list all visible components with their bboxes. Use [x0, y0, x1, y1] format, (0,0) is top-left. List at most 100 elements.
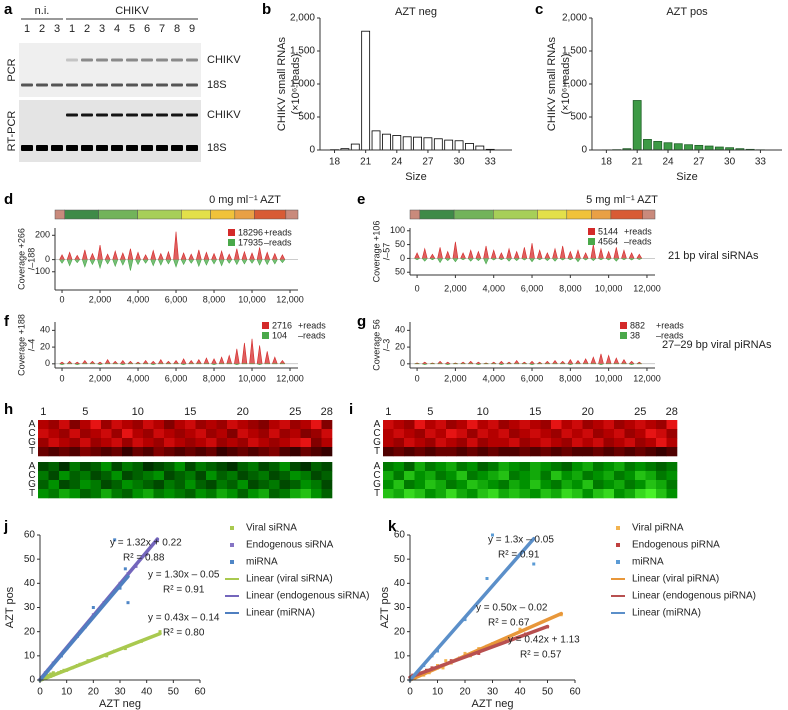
heatmap-cell [477, 438, 489, 448]
heatmap-cell [290, 429, 301, 439]
heatmap-cell [153, 480, 165, 490]
heatmap-cell [38, 471, 49, 481]
heatmap-cell [206, 429, 217, 439]
y-tick-label: 50 [395, 239, 405, 249]
heatmap-cell [593, 447, 604, 457]
panel-label: k [388, 518, 397, 535]
heatmap-cell [425, 429, 436, 439]
heatmap-cell [164, 489, 175, 499]
heatmap-cell [614, 471, 625, 481]
heatmap-cell [290, 489, 301, 499]
heatmap-cell [435, 462, 447, 472]
legend-count: 5144 [598, 226, 618, 236]
legend-swatch [262, 332, 269, 339]
heatmap-cell [572, 420, 583, 430]
x-tick-label: 8,000 [559, 373, 582, 383]
panel-note: 27–29 bp viral piRNAs [662, 339, 772, 351]
heatmap-cell [237, 420, 249, 430]
lane-label: 9 [189, 23, 195, 35]
legend-swatch [262, 322, 269, 329]
genome-segment [453, 209, 494, 220]
y-axis-label: Coverage +106 [371, 221, 381, 283]
heatmap-cell [122, 471, 133, 481]
x-tick-label: 50 [168, 687, 180, 698]
heatmap-cell [645, 480, 657, 490]
x-tick-label: 12,000 [276, 373, 304, 383]
heatmap-cell [666, 480, 678, 490]
heatmap-cell [321, 438, 333, 448]
heatmap-cell [540, 429, 552, 439]
heatmap-cell [90, 489, 102, 499]
heatmap-cell [582, 471, 594, 481]
bar [643, 139, 652, 151]
scatter-point [51, 671, 55, 675]
fit-annotation: y = 0.43x – 0.14 [148, 613, 220, 624]
heatmap-cell [258, 489, 270, 499]
heatmap-cell [111, 462, 123, 472]
fit-annotation: y = 1.32x + 0.22 [110, 538, 182, 549]
legend-count: 104 [272, 330, 287, 340]
heatmap-cell [519, 480, 531, 490]
heatmap-cell [635, 480, 646, 490]
heatmap-cell [656, 471, 667, 481]
panel-note: 21 bp viral siRNAs [668, 250, 759, 262]
row-label: G [373, 479, 381, 490]
bar [361, 30, 371, 151]
heatmap-cell [425, 471, 436, 481]
coverage-trace [414, 258, 642, 265]
heatmap-cell [414, 489, 426, 499]
gel-band [156, 58, 168, 62]
heatmap-cell [38, 480, 49, 490]
heatmap-cell [666, 438, 678, 448]
heatmap-cell [561, 420, 573, 430]
x-tick-label: 2,000 [444, 283, 467, 293]
heatmap-cell [80, 420, 91, 430]
heatmap-cell [582, 462, 594, 472]
y-tick-label: 500 [298, 112, 315, 123]
x-tick-label: 12,000 [633, 283, 661, 293]
heatmap-cell [404, 462, 415, 472]
row-label: C [373, 470, 380, 481]
panel-label: i [349, 401, 353, 418]
heatmap-cell [132, 438, 144, 448]
y-axis-label: /–4 [26, 339, 36, 352]
heatmap-cell [446, 489, 457, 499]
y-axis-label: /–3 [381, 339, 391, 352]
x-axis-label: Size [405, 171, 426, 183]
heatmap-cell [572, 462, 583, 472]
heatmap-cell [69, 447, 81, 457]
heatmap-cell [383, 489, 394, 499]
heatmap-cell [467, 429, 478, 439]
legend-label: +reads [624, 226, 652, 236]
legend-count: 882 [630, 320, 645, 330]
heatmap-cell [248, 471, 259, 481]
legend-count: 18296 [238, 227, 263, 237]
heatmap-cell [551, 462, 562, 472]
heatmap-cell [393, 480, 405, 490]
heatmap-cell [48, 480, 60, 490]
heatmap-cell [593, 471, 604, 481]
heatmap-cell [237, 480, 249, 490]
heatmap-cell [311, 429, 322, 439]
scatter-point [532, 562, 536, 566]
heatmap-cell [603, 480, 615, 490]
fit-annotation: R² = 0.91 [163, 585, 205, 596]
heatmap-cell [69, 438, 81, 448]
heatmap-cell [143, 438, 154, 448]
heatmap-cell [300, 471, 312, 481]
heatmap-cell [69, 471, 81, 481]
heatmap-cell [404, 480, 415, 490]
heatmap-cell [59, 420, 70, 430]
heatmap-cell [656, 462, 667, 472]
heatmap-cell [635, 429, 646, 439]
heatmap-cell [519, 462, 531, 472]
gel-image [19, 100, 201, 162]
heatmap-cell [404, 447, 415, 457]
x-tick-label: 0 [60, 373, 65, 383]
gel-band [66, 145, 78, 151]
heatmap-cell [258, 438, 270, 448]
gel-band [21, 83, 33, 87]
heatmap-cell [540, 480, 552, 490]
x-tick-label: 27 [693, 157, 705, 168]
column-label: 15 [529, 406, 541, 418]
